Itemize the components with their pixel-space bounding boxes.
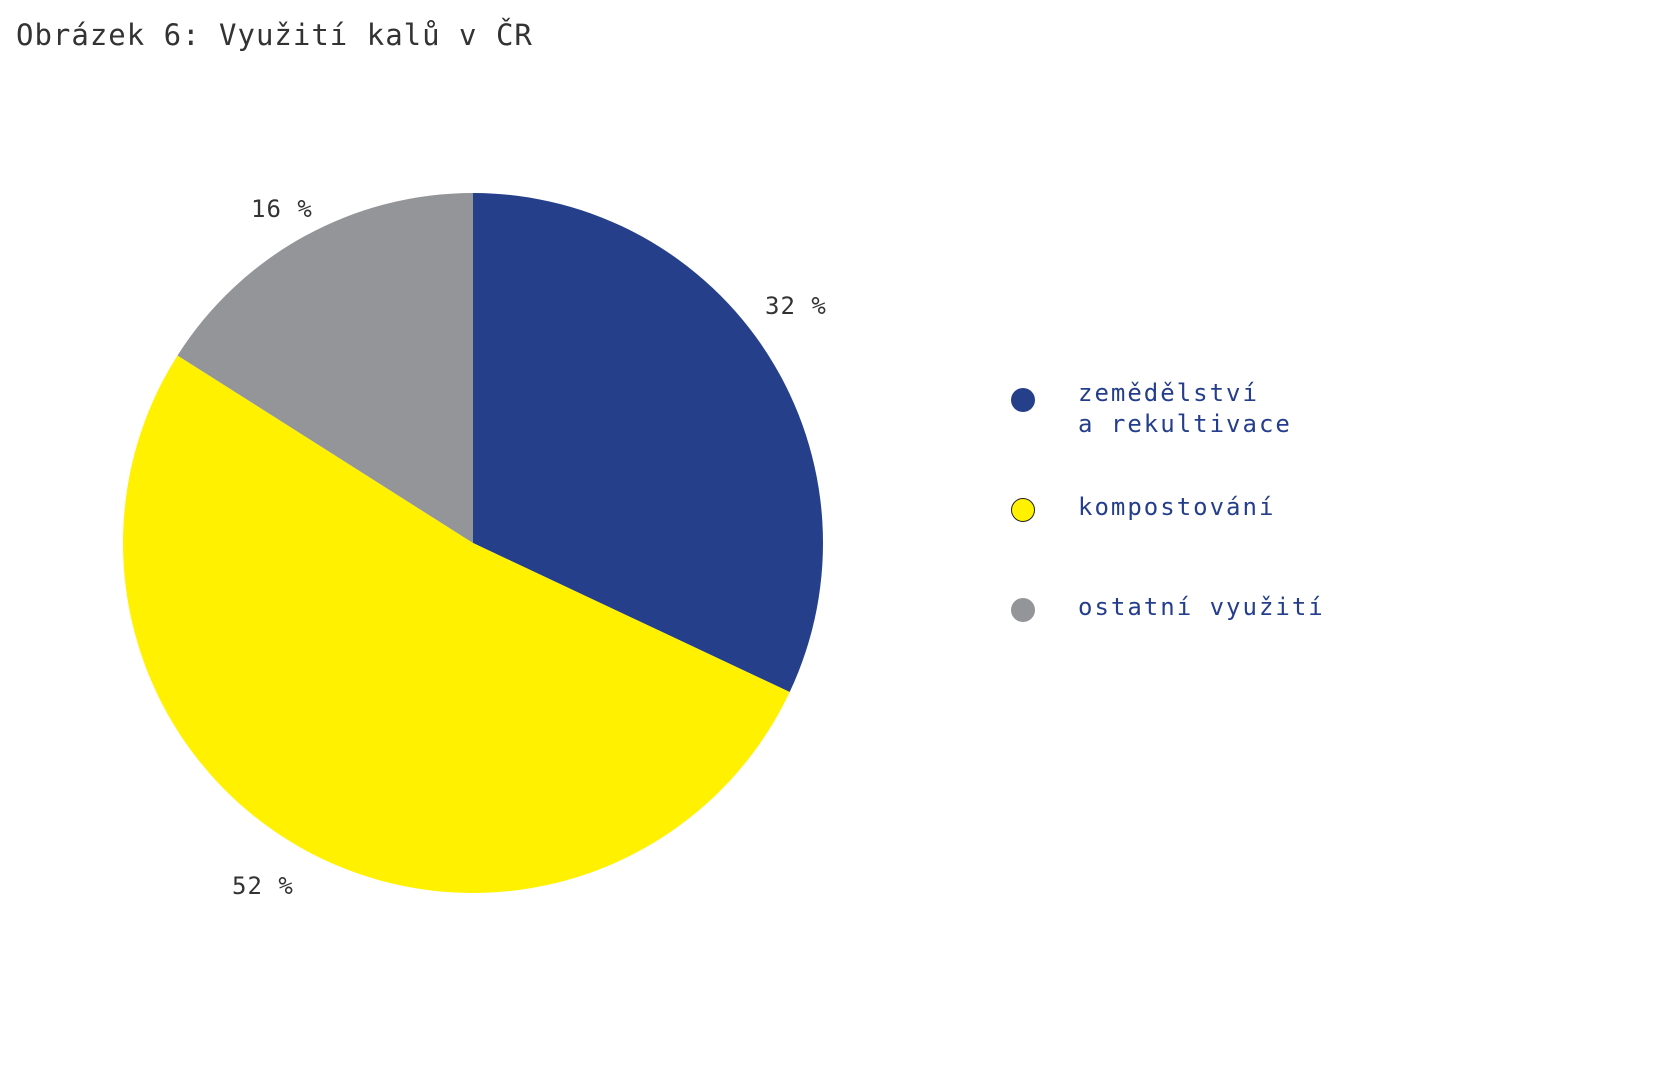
pie-chart: 32 % 52 % 16 %: [123, 193, 827, 900]
pie-slice: [177, 193, 473, 543]
legend-item: zemědělství a rekultivace: [1011, 378, 1498, 440]
pie-value-labels: 32 % 52 % 16 %: [232, 195, 827, 900]
pie-slice: [123, 355, 790, 893]
legend-swatch-circle: [1011, 388, 1035, 412]
legend-item: ostatní využití: [1011, 592, 1498, 623]
legend-swatch-circle: [1011, 498, 1035, 522]
legend-label: kompostování: [1078, 493, 1276, 521]
legend-label: ostatní využití: [1078, 593, 1325, 621]
pie-slices: [123, 193, 823, 893]
pie-slice: [473, 193, 823, 693]
figure-title: Obrázek 6: Využití kalů v ČR: [16, 18, 533, 52]
legend-label: zemědělství a rekultivace: [1078, 379, 1292, 438]
slice-value-label: 52 %: [232, 872, 294, 900]
slice-value-label: 16 %: [251, 195, 313, 223]
legend-swatch-circle: [1011, 598, 1035, 622]
legend-item: kompostování: [1011, 492, 1498, 523]
slice-value-label: 32 %: [765, 292, 827, 320]
